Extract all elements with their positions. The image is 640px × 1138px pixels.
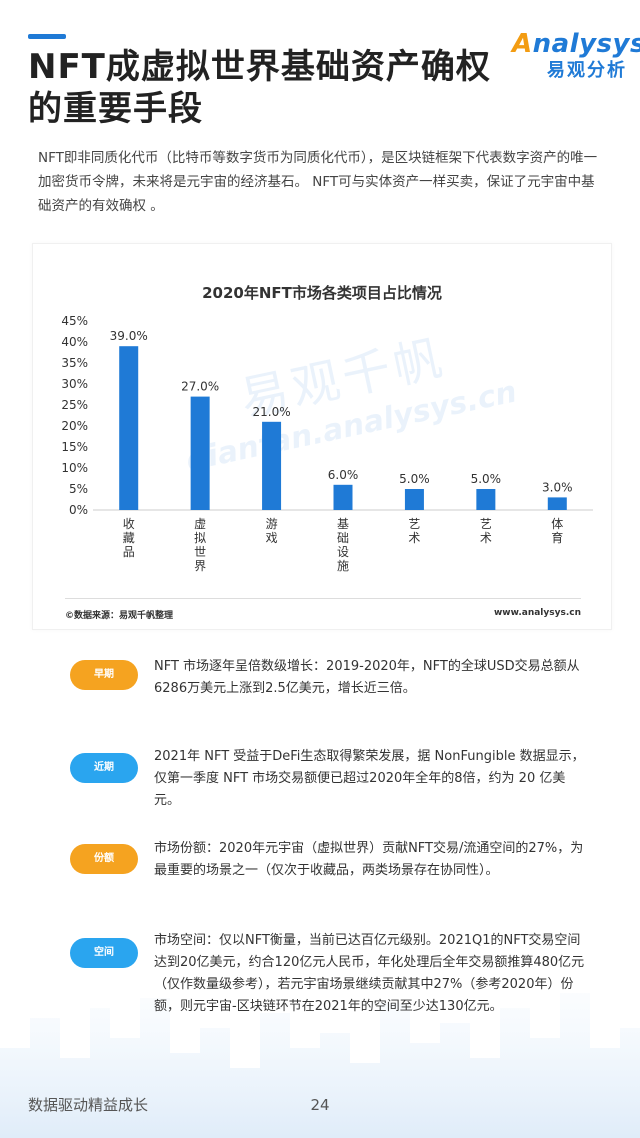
x-tick-label: 体育 bbox=[551, 517, 563, 545]
y-tick-label: 5% bbox=[69, 482, 88, 496]
tag-badge: 早期 bbox=[70, 660, 138, 690]
logo-chinese: 易观分析 bbox=[547, 60, 627, 81]
y-tick-label: 20% bbox=[61, 419, 88, 433]
bar bbox=[262, 421, 282, 510]
page-title: NFT成虚拟世界基础资产确权的重要手段 bbox=[28, 47, 491, 129]
bar bbox=[333, 484, 353, 510]
y-tick-label: 45% bbox=[61, 314, 88, 328]
item-text: 2021年 NFT 受益于DeFi生态取得繁荣发展，据 NonFungible … bbox=[154, 749, 585, 808]
logo-english: Analysys bbox=[512, 29, 640, 59]
tag-badge: 近期 bbox=[70, 753, 138, 783]
x-tick-label: 收藏品 bbox=[123, 517, 135, 559]
chart-divider bbox=[65, 598, 581, 599]
chart-card: 2020年NFT市场各类项目占比情况 易观千帆 qianfan.analysys… bbox=[32, 243, 612, 630]
city-skyline-background bbox=[0, 993, 640, 1138]
x-tick-label: 艺术 bbox=[480, 517, 492, 545]
data-label: 5.0% bbox=[471, 472, 502, 486]
data-label: 6.0% bbox=[328, 468, 359, 482]
title-accent-bar bbox=[28, 34, 66, 39]
page-number: 24 bbox=[310, 1096, 330, 1114]
intro-paragraph: NFT即非同质化代币（比特币等数字货币为同质化代币），是区块链框架下代表数字资产… bbox=[38, 150, 598, 214]
data-label: 39.0% bbox=[110, 329, 148, 343]
analysys-logo: Analysys 易观分析 bbox=[512, 29, 640, 82]
x-tick-label: 基础设施 bbox=[337, 517, 349, 573]
bar bbox=[190, 396, 210, 510]
data-label: 3.0% bbox=[542, 480, 573, 494]
x-tick-label: 虚拟世界 bbox=[194, 517, 206, 573]
data-label: 21.0% bbox=[253, 405, 291, 419]
y-tick-label: 35% bbox=[61, 356, 88, 370]
item-text: NFT 市场逐年呈倍数级增长：2019-2020年，NFT的全球USD交易总额从… bbox=[154, 659, 580, 696]
item-text: 市场空间：仅以NFT衡量，当前已达百亿元级别。2021Q1的NFT交易空间达到2… bbox=[154, 933, 585, 1014]
bar bbox=[476, 489, 496, 510]
footer-slogan: 数据驱动精益成长 bbox=[28, 1096, 149, 1114]
data-label: 5.0% bbox=[399, 472, 430, 486]
y-tick-label: 10% bbox=[61, 461, 88, 475]
y-tick-label: 25% bbox=[61, 398, 88, 412]
x-tick-label: 游戏 bbox=[266, 517, 278, 545]
bar bbox=[119, 346, 139, 510]
y-tick-label: 40% bbox=[61, 335, 88, 349]
y-tick-label: 30% bbox=[61, 377, 88, 391]
tag-badge: 份额 bbox=[70, 844, 138, 874]
y-tick-label: 15% bbox=[61, 440, 88, 454]
item-text: 市场份额：2020年元宇宙（虚拟世界）贡献NFT交易/流通空间的27%，为最重要… bbox=[154, 841, 584, 878]
tag-badge: 空间 bbox=[70, 938, 138, 968]
bar bbox=[404, 489, 424, 510]
bar bbox=[547, 497, 567, 510]
chart-title: 2020年NFT市场各类项目占比情况 bbox=[202, 284, 442, 302]
x-tick-label: 艺术 bbox=[408, 517, 420, 545]
bar-chart: 0% 5% 10% 15% 20% 25% 30% 35% 40% 45% 39.0% 收藏品 27.0… bbox=[61, 314, 593, 573]
chart-source-url: www.analysys.cn bbox=[493, 608, 581, 618]
data-label: 27.0% bbox=[181, 380, 219, 394]
y-tick-label: 0% bbox=[69, 503, 88, 517]
chart-source: ©数据来源：易观千帆整理 bbox=[65, 611, 174, 621]
